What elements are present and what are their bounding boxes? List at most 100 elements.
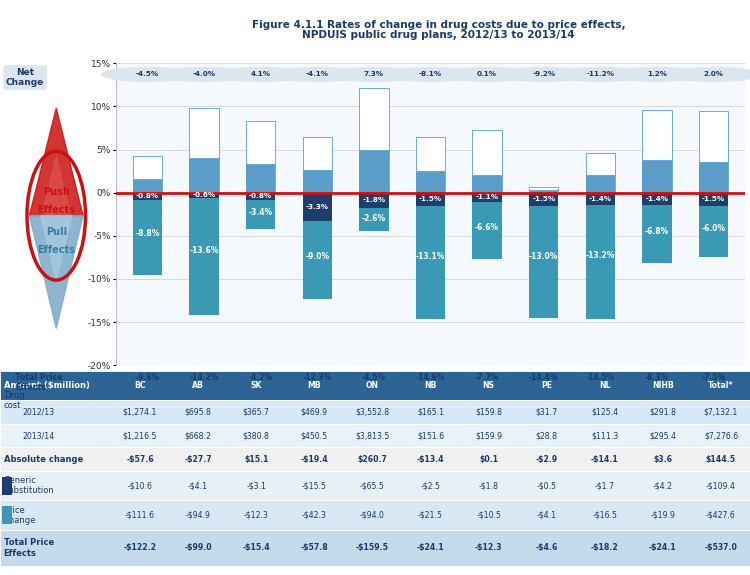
Bar xyxy=(0,471,750,500)
Text: -1.5%: -1.5% xyxy=(702,196,725,202)
Text: -$0.5: -$0.5 xyxy=(537,481,556,490)
Bar xyxy=(642,193,672,205)
Text: -$122.2: -$122.2 xyxy=(124,543,157,553)
Bar xyxy=(133,193,162,200)
Text: Absolute change: Absolute change xyxy=(4,455,83,463)
Text: $28.8: $28.8 xyxy=(536,431,558,440)
Text: $165.1: $165.1 xyxy=(417,408,444,417)
Bar xyxy=(0,371,750,400)
Text: -$99.0: -$99.0 xyxy=(184,543,212,553)
Text: -$2.9: -$2.9 xyxy=(536,455,558,463)
Text: $1,216.5: $1,216.5 xyxy=(123,431,158,440)
Text: NIHB: NIHB xyxy=(652,381,674,390)
Bar xyxy=(0,424,750,447)
Text: -$94.9: -$94.9 xyxy=(186,511,211,520)
Text: Generic
Substitution: Generic Substitution xyxy=(4,476,55,496)
Polygon shape xyxy=(42,156,71,216)
Bar xyxy=(699,110,728,193)
Text: 0.1%: 0.1% xyxy=(477,71,497,78)
Bar xyxy=(416,171,446,193)
Circle shape xyxy=(668,67,750,81)
Text: Effects: Effects xyxy=(38,205,75,215)
Circle shape xyxy=(102,67,193,81)
Text: -$3.1: -$3.1 xyxy=(246,481,266,490)
Bar xyxy=(472,202,502,259)
Bar xyxy=(642,160,672,193)
Text: -13.2%: -13.2% xyxy=(586,251,615,260)
Circle shape xyxy=(272,67,362,81)
Text: -13.6%: -13.6% xyxy=(189,246,219,255)
Text: -$24.1: -$24.1 xyxy=(416,543,444,553)
Polygon shape xyxy=(29,108,83,216)
Bar xyxy=(586,193,615,205)
Bar xyxy=(642,110,672,193)
Bar xyxy=(0,447,750,471)
Text: 2.0%: 2.0% xyxy=(704,71,724,78)
Text: -$10.5: -$10.5 xyxy=(476,511,501,520)
Text: -$1.8: -$1.8 xyxy=(478,481,499,490)
Circle shape xyxy=(612,67,702,81)
Bar xyxy=(586,205,615,319)
Text: $291.8: $291.8 xyxy=(650,408,676,417)
Text: $111.3: $111.3 xyxy=(591,431,619,440)
Text: -$94.0: -$94.0 xyxy=(360,511,385,520)
Text: -$537.0: -$537.0 xyxy=(704,543,737,553)
Text: -$2.5: -$2.5 xyxy=(421,481,440,490)
Text: -9.2%: -9.2% xyxy=(532,71,555,78)
Bar xyxy=(416,193,446,205)
Text: -11.2%: -11.2% xyxy=(586,71,614,78)
Circle shape xyxy=(499,67,589,81)
Text: -0.6%: -0.6% xyxy=(193,192,215,198)
Text: $151.6: $151.6 xyxy=(417,431,444,440)
Text: -$21.5: -$21.5 xyxy=(418,511,443,520)
Bar xyxy=(472,130,502,193)
Text: $295.4: $295.4 xyxy=(650,431,676,440)
Bar xyxy=(586,175,615,193)
Text: -3.3%: -3.3% xyxy=(306,204,328,210)
Text: -0.8%: -0.8% xyxy=(249,193,272,199)
Text: NPDUIS public drug plans, 2012/13 to 2013/14: NPDUIS public drug plans, 2012/13 to 201… xyxy=(302,30,575,40)
Bar xyxy=(133,179,162,193)
Circle shape xyxy=(442,67,532,81)
Bar xyxy=(133,200,162,275)
Text: -1.8%: -1.8% xyxy=(362,197,386,204)
Text: NL: NL xyxy=(599,381,610,390)
Text: $159.8: $159.8 xyxy=(475,408,502,417)
Bar xyxy=(699,193,728,205)
Text: $125.4: $125.4 xyxy=(591,408,618,417)
Text: -$57.8: -$57.8 xyxy=(301,543,328,553)
Bar xyxy=(246,121,275,193)
Text: $1,274.1: $1,274.1 xyxy=(123,408,158,417)
Circle shape xyxy=(555,67,646,81)
Text: ON: ON xyxy=(366,381,379,390)
Bar xyxy=(0,530,750,566)
Text: $3.6: $3.6 xyxy=(653,455,672,463)
Bar xyxy=(359,150,388,193)
Text: $380.8: $380.8 xyxy=(243,431,270,440)
Text: $3,813.5: $3,813.5 xyxy=(356,431,389,440)
Text: -$57.6: -$57.6 xyxy=(126,455,154,463)
Text: 7.3%: 7.3% xyxy=(364,71,384,78)
Text: -9.0%: -9.0% xyxy=(305,251,329,260)
Bar xyxy=(246,164,275,193)
Bar xyxy=(529,190,559,193)
Text: -1.5%: -1.5% xyxy=(532,196,555,202)
Bar xyxy=(302,136,332,193)
Text: -$12.3: -$12.3 xyxy=(475,543,502,553)
Bar xyxy=(246,200,275,229)
Text: -14.5%: -14.5% xyxy=(586,373,615,382)
Text: Pull: Pull xyxy=(46,227,67,237)
Text: -4.5%: -4.5% xyxy=(362,373,386,382)
Bar xyxy=(2,507,12,524)
Text: -$16.5: -$16.5 xyxy=(592,511,617,520)
Text: -$4.1: -$4.1 xyxy=(536,511,556,520)
Polygon shape xyxy=(29,216,83,328)
Bar xyxy=(359,88,388,193)
Text: Amount ($million): Amount ($million) xyxy=(4,381,90,390)
Text: -$14.1: -$14.1 xyxy=(591,455,619,463)
Text: Push: Push xyxy=(43,187,70,197)
Text: -8.3%: -8.3% xyxy=(645,373,669,382)
Bar xyxy=(529,186,559,193)
Text: -$4.1: -$4.1 xyxy=(188,481,209,490)
Text: -$109.4: -$109.4 xyxy=(706,481,736,490)
